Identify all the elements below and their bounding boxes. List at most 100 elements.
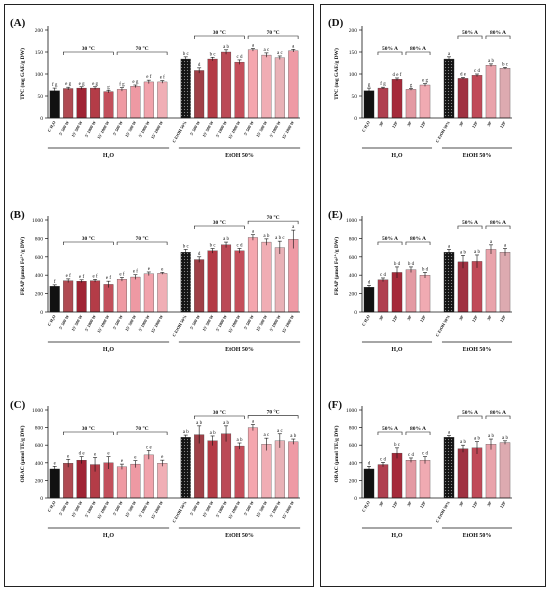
y-tick-label: 150 bbox=[349, 50, 358, 56]
x-tick-label: 120' bbox=[471, 314, 479, 323]
y-tick-label: 1000 bbox=[346, 408, 357, 414]
x-tick-label: C EtOH 50% bbox=[434, 314, 450, 337]
x-tick-label: C H₂O bbox=[361, 499, 372, 512]
bar bbox=[247, 427, 258, 499]
significance-letter: a bbox=[252, 230, 255, 235]
x-tick-label: C H₂O bbox=[46, 499, 57, 512]
bar bbox=[457, 261, 469, 313]
significance-letter: d e bbox=[79, 452, 86, 457]
significance-letter: a b bbox=[223, 421, 229, 426]
y-tick-label: 800 bbox=[349, 236, 358, 242]
y-tick-label: 400 bbox=[35, 461, 44, 467]
bar bbox=[457, 448, 469, 499]
x-tick-label: 120' bbox=[419, 500, 427, 509]
x-tick-label: 30' bbox=[486, 500, 493, 507]
significance-letter: a c bbox=[264, 433, 270, 438]
bar bbox=[274, 57, 285, 119]
x-tick-label: 15' 500 W bbox=[255, 119, 269, 138]
y-axis-label: FRAP (µmol Fe²⁺/g DW) bbox=[19, 237, 26, 295]
x-tick-label: 120' bbox=[499, 500, 507, 509]
x-tick-label: 5' 1000 W bbox=[268, 119, 282, 138]
y-tick-label: 1000 bbox=[346, 218, 357, 224]
bar bbox=[247, 237, 258, 313]
bar bbox=[443, 437, 455, 499]
x-tick-label: 15' 1000 W bbox=[281, 499, 296, 519]
solvent-group-label: EtOH 50% bbox=[463, 533, 492, 539]
y-tick-label: 150 bbox=[35, 50, 44, 56]
significance-letter: d bbox=[198, 63, 201, 68]
bar bbox=[116, 466, 127, 499]
bar bbox=[363, 90, 375, 119]
x-tick-label: 5' 500 W bbox=[189, 499, 202, 516]
bar bbox=[363, 287, 375, 313]
bar bbox=[76, 281, 87, 313]
x-tick-label: 5' 1000 W bbox=[84, 313, 98, 332]
x-tick-label: 120' bbox=[471, 500, 479, 509]
significance-letter: a c bbox=[277, 51, 283, 56]
bar bbox=[116, 279, 127, 313]
significance-letter: d bbox=[368, 461, 371, 466]
group-bracket-label: 50% A bbox=[462, 410, 478, 416]
significance-letter: e f bbox=[119, 273, 124, 278]
significance-letter: b c bbox=[210, 52, 217, 57]
x-tick-label: C EtOH 50% bbox=[171, 500, 187, 523]
significance-letter: a b bbox=[460, 440, 466, 445]
bar bbox=[180, 437, 191, 499]
significance-letter: e f bbox=[79, 275, 84, 280]
bar bbox=[49, 468, 60, 499]
y-tick-label: 600 bbox=[349, 255, 358, 261]
solvent-group-label: H₂O bbox=[103, 347, 114, 353]
x-tick-label: 15' 1000 W bbox=[281, 119, 296, 139]
bar bbox=[49, 286, 60, 313]
x-tick-label: 5' 500 W bbox=[243, 119, 256, 136]
chart-panel-f: (F) 0 200 400 600 800 1000 ORAC (µmol TE/g DW) d… bbox=[328, 399, 513, 539]
significance-letter: c d bbox=[408, 453, 414, 458]
bar bbox=[207, 58, 218, 119]
bar bbox=[194, 70, 205, 119]
group-bracket-label: 70 °C bbox=[136, 425, 149, 432]
significance-letter: g bbox=[107, 85, 110, 90]
significance-letter: e f bbox=[146, 75, 151, 80]
significance-letter: e bbox=[107, 452, 110, 457]
significance-letter: e g bbox=[422, 79, 428, 84]
bar bbox=[63, 463, 74, 499]
group-bracket bbox=[63, 431, 114, 435]
x-tick-label: 120' bbox=[419, 314, 427, 323]
bar bbox=[103, 284, 114, 313]
significance-letter: b c bbox=[502, 62, 509, 67]
x-tick-label: 15' 1000 W bbox=[150, 119, 165, 139]
bar bbox=[288, 50, 299, 119]
x-tick-label: 5' 500 W bbox=[189, 313, 202, 330]
bar bbox=[103, 91, 114, 119]
significance-letter: a bbox=[448, 244, 451, 249]
bar bbox=[377, 279, 389, 313]
group-bracket bbox=[247, 220, 299, 225]
y-axis-label: TPC (mg GAE/g DW) bbox=[19, 48, 26, 100]
group-bracket bbox=[485, 35, 511, 39]
significance-letter: a b bbox=[290, 434, 296, 439]
significance-letter: e f bbox=[133, 270, 138, 275]
bar bbox=[49, 90, 60, 119]
significance-letter: e bbox=[94, 453, 97, 458]
significance-letter: b c bbox=[394, 443, 401, 448]
significance-letter: a b bbox=[488, 434, 494, 439]
significance-letter: d bbox=[368, 280, 371, 285]
group-bracket bbox=[485, 415, 511, 419]
group-bracket-label: 80% A bbox=[490, 30, 506, 36]
significance-letter: b d bbox=[422, 267, 429, 272]
bar bbox=[288, 239, 299, 313]
significance-letter: d e f bbox=[393, 73, 402, 78]
solvent-group-label: EtOH 50% bbox=[225, 153, 254, 159]
x-tick-label: 30' bbox=[486, 314, 493, 321]
bar bbox=[194, 259, 205, 313]
x-tick-label: 5' 1000 W bbox=[268, 499, 282, 518]
chart-panel-e: (E) 0 200 400 600 800 1000 FRAP (µmol Fe²⁺/g DW… bbox=[328, 209, 513, 353]
significance-letter: e bbox=[148, 267, 151, 272]
group-bracket bbox=[247, 35, 299, 39]
bar bbox=[90, 87, 101, 119]
x-tick-label: 5' 1000 W bbox=[84, 119, 98, 138]
y-tick-label: 1000 bbox=[32, 408, 43, 414]
group-bracket-label: 50% A bbox=[462, 220, 478, 226]
panel-label: (F) bbox=[328, 399, 342, 411]
significance-letter: b d bbox=[394, 262, 401, 267]
